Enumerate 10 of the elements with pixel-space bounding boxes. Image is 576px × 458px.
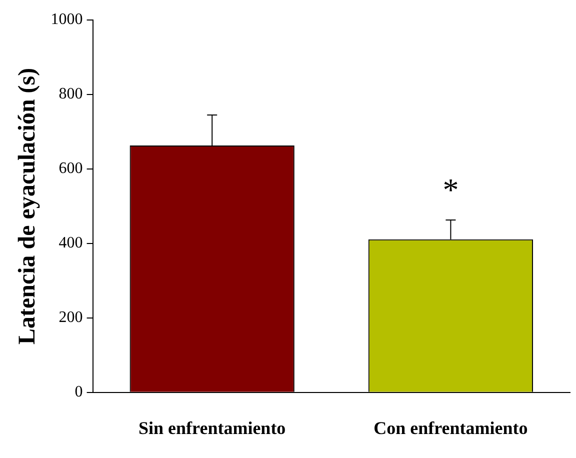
y-axis-title: Latencia de eyaculación (s) [14,68,41,345]
y-tick-label: 800 [58,86,83,103]
x-tick-label: Sin enfrentamiento [138,418,286,438]
y-tick-label: 0 [74,384,83,401]
y-tick-label: 1000 [50,11,83,28]
annotation: * [442,171,459,208]
y-tick-label: 600 [58,160,83,178]
y-tick-label: 400 [58,234,83,252]
x-tick-label: Con enfrentamiento [374,418,528,438]
y-tick-label: 200 [58,309,83,326]
